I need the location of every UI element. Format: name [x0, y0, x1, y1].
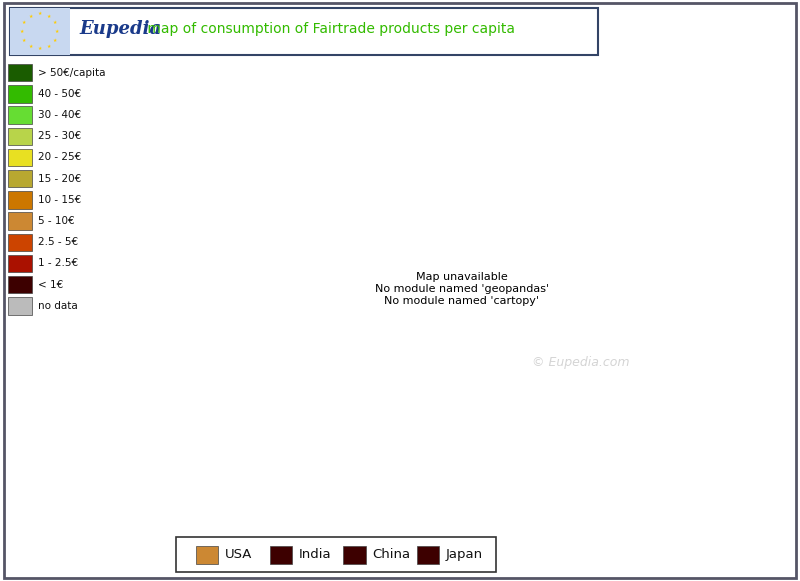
Text: ★: ★	[29, 44, 33, 49]
Text: no data: no data	[38, 301, 78, 311]
Text: 15 - 20€: 15 - 20€	[38, 174, 82, 184]
Text: ★: ★	[22, 38, 26, 42]
Text: 5 - 10€: 5 - 10€	[38, 216, 75, 226]
Text: ★: ★	[53, 38, 57, 42]
Text: < 1€: < 1€	[38, 279, 64, 290]
Text: 25 - 30€: 25 - 30€	[38, 131, 82, 141]
Text: ★: ★	[46, 44, 50, 49]
Text: 10 - 15€: 10 - 15€	[38, 195, 82, 205]
Text: 20 - 25€: 20 - 25€	[38, 152, 82, 163]
Text: 2.5 - 5€: 2.5 - 5€	[38, 237, 78, 248]
Text: ★: ★	[46, 14, 50, 19]
Text: Map unavailable
No module named 'geopandas'
No module named 'cartopy': Map unavailable No module named 'geopand…	[375, 272, 549, 306]
Text: ★: ★	[38, 12, 42, 16]
Text: > 50€/capita: > 50€/capita	[38, 67, 106, 78]
Text: 1 - 2.5€: 1 - 2.5€	[38, 259, 78, 268]
Text: ★: ★	[20, 29, 24, 34]
Text: China: China	[372, 548, 410, 561]
Text: India: India	[298, 548, 331, 561]
Text: Japan: Japan	[446, 548, 482, 561]
Text: ★: ★	[55, 29, 59, 34]
Text: Eupedia: Eupedia	[79, 20, 162, 38]
Text: ★: ★	[22, 20, 26, 25]
Text: USA: USA	[225, 548, 252, 561]
Text: 40 - 50€: 40 - 50€	[38, 89, 82, 99]
Text: ★: ★	[38, 46, 42, 51]
Text: 30 - 40€: 30 - 40€	[38, 110, 82, 120]
Text: © Eupedia.com: © Eupedia.com	[532, 356, 630, 369]
Text: map of consumption of Fairtrade products per capita: map of consumption of Fairtrade products…	[143, 22, 515, 36]
Text: ★: ★	[29, 14, 33, 19]
Text: ★: ★	[53, 20, 57, 25]
